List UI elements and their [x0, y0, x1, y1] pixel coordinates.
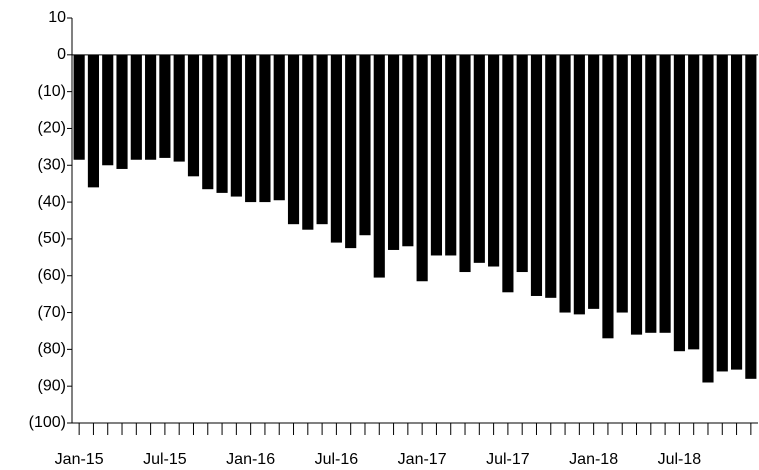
bar — [488, 54, 500, 267]
bar — [530, 54, 543, 296]
x-tick-label: Jan-15 — [55, 451, 104, 468]
bar — [702, 54, 714, 383]
bar — [445, 54, 457, 256]
y-tick-label: (40) — [38, 193, 66, 210]
bar — [616, 54, 628, 313]
bar — [545, 54, 557, 298]
bar — [416, 54, 428, 282]
y-tick-label: (10) — [38, 83, 66, 100]
bar — [659, 54, 671, 333]
x-tick-label: Jan-17 — [398, 451, 447, 468]
bar — [588, 54, 600, 309]
bar — [359, 54, 371, 236]
bar — [473, 54, 485, 263]
bar — [187, 54, 200, 177]
y-tick-label: 0 — [57, 46, 66, 63]
bar — [145, 54, 157, 160]
bar — [730, 54, 743, 370]
bar — [502, 54, 514, 293]
y-tick-label: (60) — [38, 267, 66, 284]
bar — [216, 54, 228, 193]
x-tick-label: Jul-18 — [658, 451, 702, 468]
bar — [202, 54, 214, 190]
bar — [316, 54, 328, 225]
bar — [402, 54, 414, 247]
x-tick-label: Jan-16 — [226, 451, 275, 468]
x-tick-label: Jul-15 — [143, 451, 187, 468]
bar — [516, 54, 528, 273]
bar — [387, 54, 400, 250]
bar — [159, 54, 171, 158]
bar — [245, 54, 257, 203]
bar — [287, 54, 300, 225]
bar — [688, 54, 700, 350]
bar — [673, 54, 685, 352]
bar — [459, 54, 471, 273]
x-tick-label: Jul-17 — [486, 451, 530, 468]
bar — [345, 54, 357, 249]
bar — [273, 54, 285, 201]
x-tick-label: Jan-18 — [569, 451, 618, 468]
y-tick-label: (80) — [38, 341, 66, 358]
bar — [373, 54, 385, 278]
bar — [330, 54, 342, 243]
bar — [116, 54, 128, 169]
bar — [645, 54, 657, 333]
bar — [130, 54, 142, 160]
bar — [259, 54, 271, 203]
bar — [559, 54, 571, 313]
bar — [302, 54, 314, 230]
bar — [173, 54, 185, 162]
bar — [430, 54, 443, 256]
x-tick-label: Jul-16 — [315, 451, 359, 468]
bar — [87, 54, 100, 188]
bar — [745, 54, 757, 379]
bar — [102, 54, 114, 166]
bar — [573, 54, 585, 315]
bar — [630, 54, 643, 335]
bar — [73, 54, 85, 160]
bar — [230, 54, 242, 197]
y-tick-label: (20) — [38, 120, 66, 137]
y-tick-label: 10 — [48, 9, 66, 26]
y-tick-label: (90) — [38, 377, 66, 394]
y-tick-label: (100) — [29, 414, 66, 431]
y-tick-label: (30) — [38, 156, 66, 173]
y-tick-label: (50) — [38, 230, 66, 247]
bar — [602, 54, 614, 339]
y-tick-label: (70) — [38, 304, 66, 321]
bar — [716, 54, 728, 372]
